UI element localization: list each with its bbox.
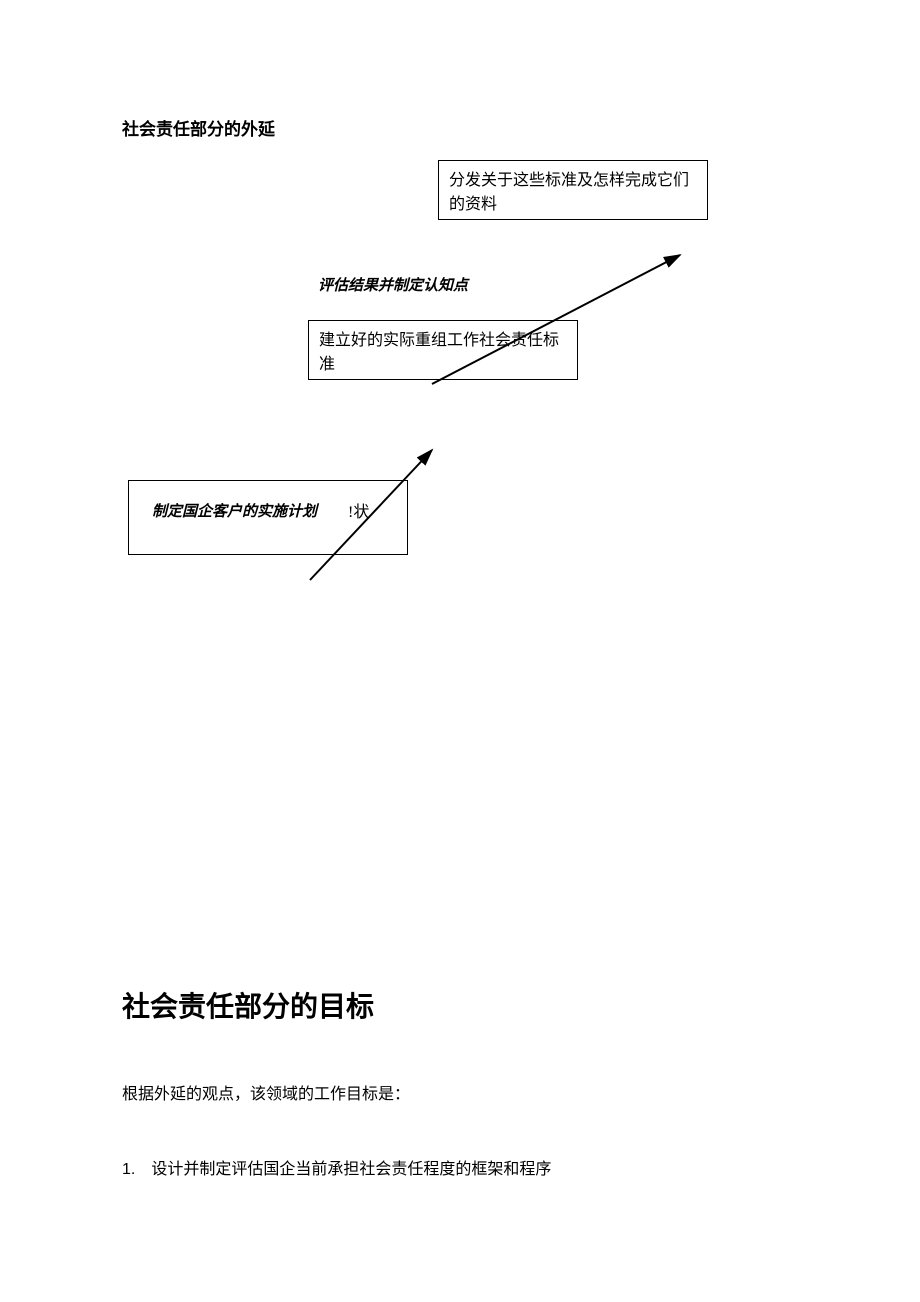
section-title-1: 社会责任部分的外延: [122, 115, 275, 140]
section-heading-2: 社会责任部分的目标: [122, 985, 374, 1025]
page-container: 社会责任部分的外延 分发关于这些标准及怎样完成它们的资料 评估结果并制定认知点 …: [0, 0, 920, 1302]
diagram-label-evaluation: 评估结果并制定认知点: [318, 276, 478, 297]
list-item-1: 1. 设计并制定评估国企当前承担社会责任程度的框架和程序: [122, 1155, 551, 1179]
list-item-1-number: 1.: [122, 1161, 135, 1178]
intro-paragraph: 根据外延的观点，该领域的工作目标是：: [122, 1080, 410, 1104]
diagram-label-plan: 制定国企客户的实施计划: [152, 500, 317, 521]
diagram-box-top: 分发关于这些标准及怎样完成它们的资料: [438, 160, 708, 220]
diagram-box-middle: 建立好的实际重组工作社会责任标准: [308, 320, 578, 380]
diagram-box-bottom-partial-text: !状: [348, 498, 369, 522]
list-item-1-text: 设计并制定评估国企当前承担社会责任程度的框架和程序: [151, 1161, 551, 1178]
